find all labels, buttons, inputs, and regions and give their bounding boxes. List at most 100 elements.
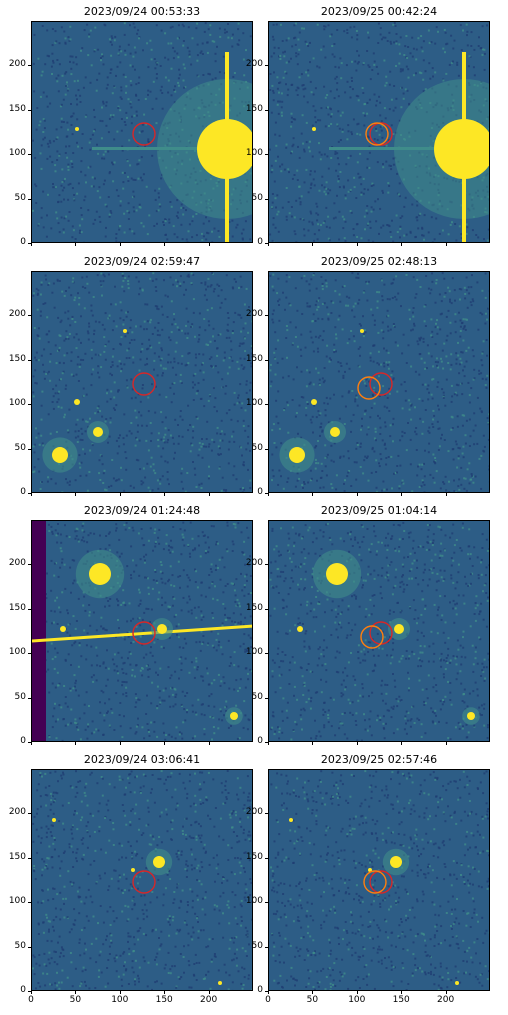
target-circle — [369, 870, 393, 894]
x-tick-mark — [119, 742, 121, 745]
x-tick-mark — [401, 243, 403, 246]
y-tick-label: 200 — [245, 807, 263, 818]
x-tick-mark — [312, 493, 314, 496]
image-panel — [268, 769, 490, 991]
y-tick-mark — [28, 404, 31, 406]
x-tick-mark — [208, 742, 210, 745]
panel-title: 2023/09/24 03:06:41 — [83, 753, 201, 766]
star — [52, 818, 56, 822]
x-tick-mark — [208, 243, 210, 246]
sky-image — [269, 770, 489, 990]
y-tick-mark — [265, 315, 268, 317]
y-tick-label: 150 — [8, 602, 26, 613]
y-tick-mark — [265, 946, 268, 948]
image-panel — [268, 21, 490, 243]
image-panel — [31, 271, 253, 493]
panel-title: 2023/09/25 02:48:13 — [320, 255, 438, 268]
x-tick-mark — [75, 991, 77, 994]
y-tick-mark — [28, 902, 31, 904]
star — [455, 981, 459, 985]
y-tick-mark — [265, 608, 268, 610]
x-tick-mark — [312, 991, 314, 994]
y-tick-mark — [265, 902, 268, 904]
y-tick-mark — [265, 991, 268, 992]
y-tick-mark — [265, 404, 268, 406]
y-tick-label: 200 — [8, 558, 26, 569]
star — [289, 447, 305, 463]
target-circle — [369, 122, 393, 146]
target-circle — [132, 122, 156, 146]
y-tick-mark — [265, 857, 268, 859]
y-tick-mark — [28, 65, 31, 67]
x-tick-mark — [445, 493, 447, 496]
y-tick-mark — [265, 109, 268, 111]
y-tick-mark — [28, 448, 31, 450]
x-tick-label: 100 — [111, 995, 129, 1005]
x-tick-mark — [119, 243, 121, 246]
y-tick-mark — [265, 564, 268, 566]
target-circle — [369, 372, 393, 396]
star — [368, 868, 372, 872]
star — [93, 427, 103, 437]
x-tick-mark — [268, 493, 269, 496]
y-tick-mark — [265, 198, 268, 200]
x-tick-label: 0 — [28, 995, 34, 1005]
y-tick-label: 0 — [20, 736, 26, 746]
y-tick-mark — [28, 109, 31, 111]
image-panel — [31, 520, 253, 742]
x-tick-mark — [445, 742, 447, 745]
y-tick-label: 200 — [8, 807, 26, 818]
x-tick-mark — [31, 742, 32, 745]
y-tick-label: 150 — [245, 851, 263, 862]
x-tick-mark — [119, 493, 121, 496]
star — [60, 626, 66, 632]
sky-image — [269, 272, 489, 492]
y-tick-mark — [265, 243, 268, 244]
panel-title: 2023/09/25 00:42:24 — [320, 5, 438, 18]
star — [197, 119, 252, 179]
y-tick-mark — [265, 813, 268, 815]
y-tick-mark — [265, 697, 268, 699]
x-tick-mark — [164, 742, 166, 745]
y-tick-label: 50 — [251, 691, 263, 702]
y-tick-label: 0 — [20, 985, 26, 995]
y-tick-label: 200 — [8, 309, 26, 320]
star — [311, 399, 317, 405]
y-tick-mark — [28, 742, 31, 743]
star — [123, 329, 127, 333]
x-tick-mark — [445, 243, 447, 246]
y-tick-mark — [28, 697, 31, 699]
x-tick-mark — [164, 493, 166, 496]
y-tick-label: 50 — [251, 442, 263, 453]
y-tick-label: 150 — [8, 103, 26, 114]
star — [230, 712, 238, 720]
x-tick-label: 100 — [348, 995, 366, 1005]
y-tick-mark — [28, 359, 31, 361]
x-tick-mark — [356, 493, 358, 496]
y-tick-label: 200 — [8, 59, 26, 70]
x-tick-mark — [75, 742, 77, 745]
y-tick-mark — [28, 564, 31, 566]
y-tick-label: 50 — [251, 940, 263, 951]
x-tick-mark — [445, 991, 447, 994]
x-tick-mark — [75, 493, 77, 496]
y-tick-mark — [28, 198, 31, 200]
star — [75, 127, 79, 131]
x-tick-mark — [268, 742, 269, 745]
y-tick-label: 100 — [245, 148, 263, 159]
image-panel — [268, 520, 490, 742]
y-tick-label: 0 — [257, 487, 263, 497]
y-tick-label: 150 — [245, 353, 263, 364]
x-tick-label: 50 — [306, 995, 319, 1005]
x-tick-mark — [31, 493, 32, 496]
sky-image — [269, 22, 489, 242]
target-circle — [132, 621, 156, 645]
x-tick-label: 150 — [155, 995, 173, 1005]
star — [312, 127, 316, 131]
star — [218, 981, 222, 985]
x-tick-label: 0 — [265, 995, 271, 1005]
y-tick-mark — [28, 813, 31, 815]
panel-title: 2023/09/25 02:57:46 — [320, 753, 438, 766]
x-tick-mark — [312, 243, 314, 246]
star — [326, 563, 348, 585]
